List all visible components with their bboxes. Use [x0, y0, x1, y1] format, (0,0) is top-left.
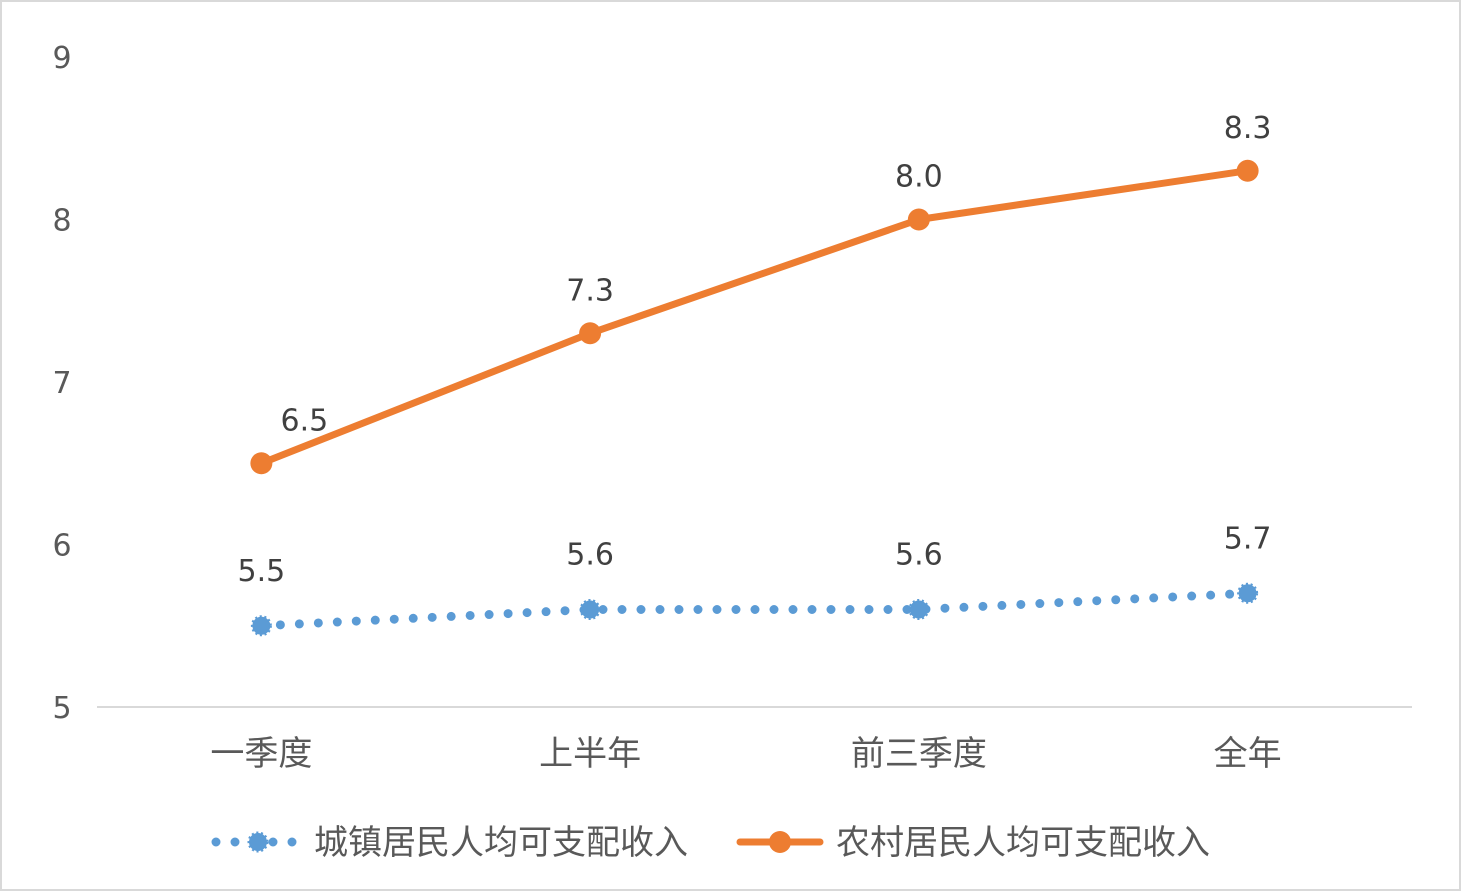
legend-label: 农村居民人均可支配收入	[836, 823, 1210, 863]
x-category-label: 一季度	[210, 734, 312, 774]
y-tick-label: 6	[52, 529, 71, 564]
y-tick-label: 8	[52, 204, 71, 239]
series-line	[256, 588, 1253, 631]
data-label: 8.0	[895, 160, 943, 195]
data-label: 5.6	[566, 538, 614, 573]
y-axis-tick-labels: 5 6 7 8 9	[52, 41, 71, 726]
legend: 城镇居民人均可支配收入 农村居民人均可支配收入	[211, 823, 1210, 863]
series-point	[907, 208, 930, 231]
series-point	[250, 452, 273, 475]
data-label: 6.5	[281, 403, 329, 438]
legend-label: 城镇居民人均可支配收入	[314, 823, 688, 863]
y-tick-label: 5	[52, 691, 71, 726]
data-label: 5.5	[238, 554, 286, 589]
x-category-label: 上半年	[539, 734, 641, 774]
series-line	[257, 167, 1252, 467]
legend-key-marker	[247, 831, 269, 853]
legend-key-marker	[769, 831, 791, 853]
series-layer	[250, 159, 1259, 637]
series-point	[908, 599, 930, 620]
data-label: 5.7	[1224, 521, 1272, 556]
series-point	[1236, 159, 1259, 182]
x-category-label: 全年	[1214, 734, 1282, 774]
y-tick-label: 7	[52, 366, 71, 401]
series-point	[579, 599, 601, 620]
data-labels: 5.5 5.6 5.6 5.7 6.5 7.3 8.0 8.3	[238, 111, 1272, 589]
y-tick-label: 9	[52, 41, 71, 76]
data-label: 8.3	[1224, 111, 1272, 146]
data-label: 7.3	[566, 273, 614, 308]
data-label: 5.6	[895, 538, 943, 573]
series-point	[579, 322, 602, 345]
x-category-label: 前三季度	[851, 734, 987, 774]
x-axis-category-labels: 一季度 上半年 前三季度 全年	[210, 734, 1281, 774]
series-point	[250, 615, 272, 637]
series-point	[1237, 582, 1259, 604]
